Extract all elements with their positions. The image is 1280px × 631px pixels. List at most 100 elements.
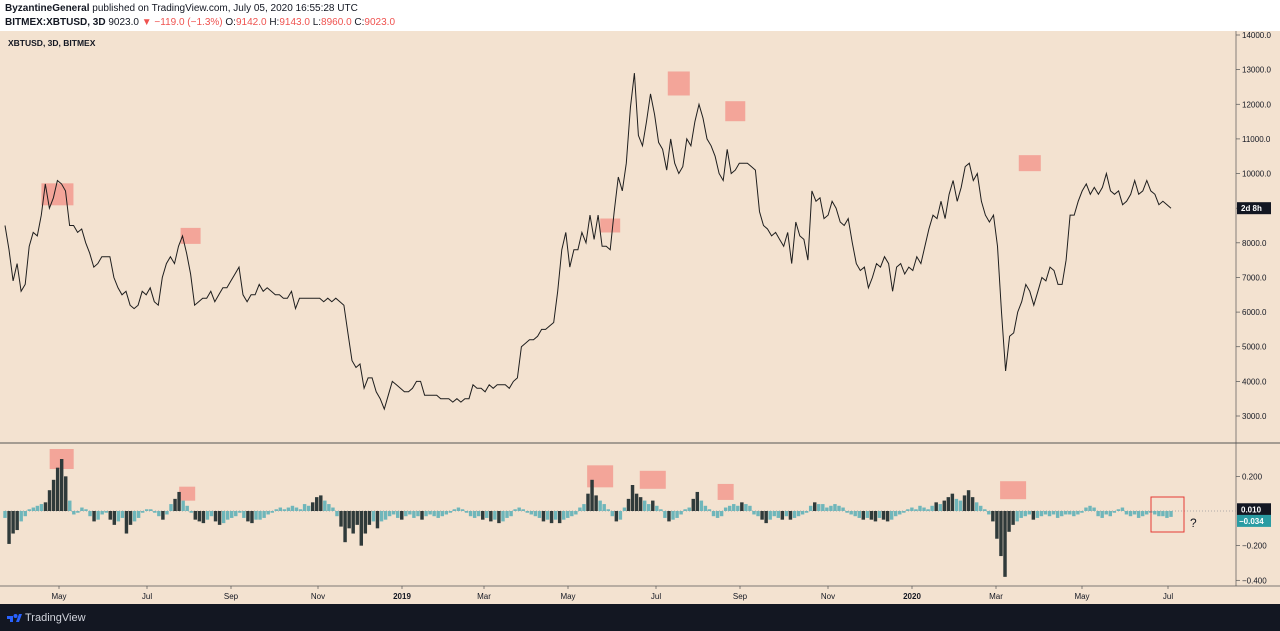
osc-bar (877, 511, 882, 518)
osc-bar (1043, 511, 1048, 515)
osc-bar (1161, 511, 1165, 517)
osc-peak-highlight (179, 486, 196, 501)
osc-bar (1035, 511, 1040, 518)
osc-bar (501, 511, 505, 522)
osc-bar (43, 502, 48, 511)
osc-bar (772, 511, 776, 517)
osc-bar (513, 509, 517, 511)
osc-bar (553, 511, 558, 520)
chart-title: XBTUSD, 3D, BITMEX (8, 38, 96, 48)
osc-bar (80, 507, 84, 511)
osc-bar (1047, 511, 1052, 517)
osc-bar (792, 511, 797, 518)
open-label: O: (225, 17, 236, 28)
osc-bar (428, 511, 432, 515)
osc-bar (942, 500, 946, 511)
time-tick-label: May (560, 592, 575, 601)
osc-bar (327, 504, 331, 511)
osc-bar (902, 511, 906, 513)
osc-bar (529, 511, 534, 515)
osc-bar (732, 504, 736, 511)
tradingview-brand[interactable]: TradingView (25, 612, 86, 624)
osc-bar (845, 511, 849, 513)
osc-bar (671, 511, 675, 520)
price-tick-label: 5000.0 (1242, 343, 1267, 352)
osc-bar (363, 511, 368, 534)
osc-bar (813, 502, 817, 511)
price-chart[interactable]: 14000.013000.012000.011000.010000.09000.… (0, 31, 1280, 604)
osc-bar (250, 511, 254, 524)
osc-bar (655, 505, 659, 511)
time-tick-label: 2020 (903, 592, 921, 601)
osc-bar (47, 490, 52, 511)
osc-bar (999, 511, 1003, 557)
osc-bar (481, 511, 485, 520)
osc-bar (234, 511, 238, 517)
peak-highlight (725, 101, 746, 122)
osc-bar (663, 511, 667, 518)
osc-bar (230, 511, 234, 518)
osc-bar (493, 511, 497, 520)
osc-bar (132, 511, 137, 522)
osc-bar (266, 511, 270, 515)
osc-bar (817, 504, 821, 511)
osc-bar (221, 511, 226, 524)
osc-bar (448, 511, 453, 513)
osc-bar (537, 511, 542, 518)
osc-bar (618, 511, 623, 520)
osc-bar (497, 511, 501, 524)
osc-bar (64, 476, 68, 511)
osc-bar (1055, 511, 1060, 518)
osc-bar (88, 511, 92, 517)
osc-bar (586, 493, 590, 511)
osc-bar (104, 511, 108, 513)
author-name[interactable]: ByzantineGeneral (5, 3, 90, 14)
osc-bar (752, 511, 756, 515)
osc-bar (217, 511, 222, 525)
osc-bar (598, 500, 602, 511)
osc-bar (165, 511, 169, 515)
osc-bar (136, 511, 141, 518)
osc-bar (1144, 511, 1149, 515)
osc-bar (954, 498, 959, 511)
osc-bar (861, 511, 866, 520)
osc-bar (873, 511, 878, 522)
time-tick-label: 2019 (393, 592, 411, 601)
osc-bar (96, 511, 100, 520)
osc-bar (869, 511, 874, 520)
countdown-badge (1237, 202, 1271, 215)
osc-bar (404, 511, 408, 517)
osc-bar (1112, 511, 1117, 513)
time-tick-label: Sep (224, 592, 239, 601)
osc-bar (485, 511, 489, 518)
osc-bar (889, 511, 894, 520)
osc-bar (695, 491, 700, 511)
osc-bar (383, 511, 388, 520)
osc-bar (27, 509, 32, 511)
osc-bar (938, 504, 942, 511)
osc-bar (1096, 511, 1100, 517)
annotation-question: ? (1190, 516, 1197, 530)
osc-bar (505, 511, 509, 518)
osc-bar (756, 511, 760, 517)
osc-bar (566, 511, 570, 518)
osc-bar (1031, 511, 1036, 520)
osc-bar (282, 509, 287, 511)
symbol-label[interactable]: BITMEX:XBTUSD, 3D (5, 17, 106, 28)
osc-bar (606, 509, 610, 511)
osc-bar (306, 505, 311, 511)
osc-bar (375, 511, 380, 529)
osc-bar (715, 511, 720, 518)
osc-bar (1132, 511, 1137, 515)
osc-bar (157, 511, 161, 517)
osc-bar (638, 497, 643, 511)
osc-bar (610, 511, 615, 517)
osc-bar (76, 511, 80, 513)
osc-bar (723, 507, 728, 511)
osc-bar (181, 500, 185, 511)
osc-bar (1116, 509, 1121, 511)
osc-bar (1007, 511, 1011, 532)
osc-bar (667, 511, 671, 522)
osc-bar (238, 511, 242, 513)
osc-bar (270, 511, 274, 513)
